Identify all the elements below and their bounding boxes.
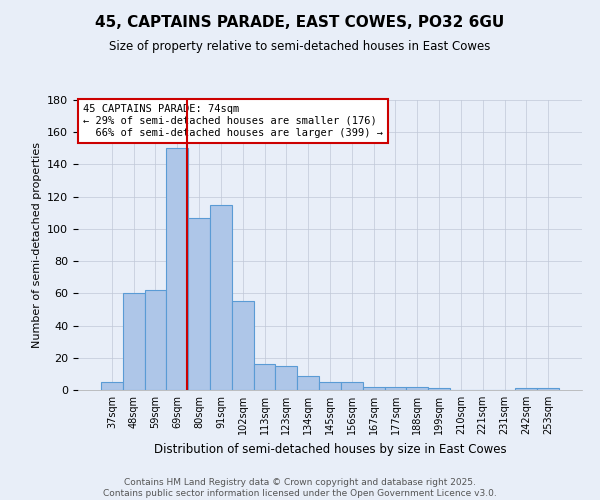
Bar xyxy=(515,388,537,390)
Bar xyxy=(101,382,123,390)
Y-axis label: Number of semi-detached properties: Number of semi-detached properties xyxy=(32,142,41,348)
Bar xyxy=(232,302,254,390)
Bar xyxy=(385,387,406,390)
Bar xyxy=(341,382,363,390)
Bar xyxy=(428,388,450,390)
Text: Contains HM Land Registry data © Crown copyright and database right 2025.
Contai: Contains HM Land Registry data © Crown c… xyxy=(103,478,497,498)
Bar xyxy=(145,290,166,390)
Text: Size of property relative to semi-detached houses in East Cowes: Size of property relative to semi-detach… xyxy=(109,40,491,53)
Bar xyxy=(123,294,145,390)
X-axis label: Distribution of semi-detached houses by size in East Cowes: Distribution of semi-detached houses by … xyxy=(154,442,506,456)
Bar xyxy=(275,366,297,390)
Bar xyxy=(297,376,319,390)
Text: 45, CAPTAINS PARADE, EAST COWES, PO32 6GU: 45, CAPTAINS PARADE, EAST COWES, PO32 6G… xyxy=(95,15,505,30)
Bar xyxy=(166,148,188,390)
Bar xyxy=(254,364,275,390)
Text: 45 CAPTAINS PARADE: 74sqm
← 29% of semi-detached houses are smaller (176)
  66% : 45 CAPTAINS PARADE: 74sqm ← 29% of semi-… xyxy=(83,104,383,138)
Bar xyxy=(210,204,232,390)
Bar xyxy=(319,382,341,390)
Bar xyxy=(406,387,428,390)
Bar xyxy=(363,387,385,390)
Bar xyxy=(537,388,559,390)
Bar xyxy=(188,218,210,390)
